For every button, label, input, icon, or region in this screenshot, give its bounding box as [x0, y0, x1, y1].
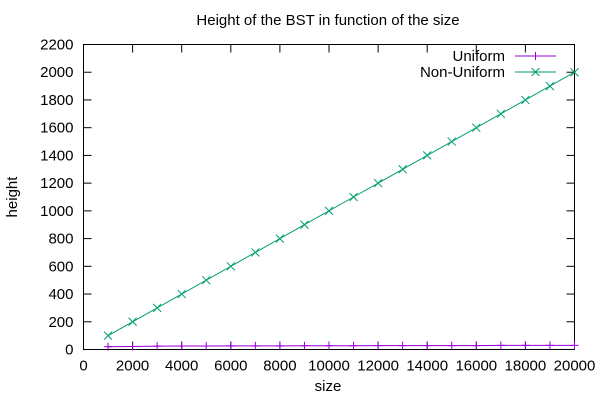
- data-point: [570, 67, 579, 77]
- x-tick-label: 0: [79, 358, 87, 375]
- data-point: [496, 341, 505, 350]
- x-tick-label: 10000: [308, 358, 350, 375]
- data-point: [128, 317, 137, 327]
- y-tick-label: 600: [48, 258, 73, 275]
- data-point: [177, 342, 186, 351]
- data-point: [422, 151, 432, 160]
- data-point: [275, 234, 285, 243]
- data-point: [275, 341, 284, 350]
- x-tick-label: 14000: [406, 358, 448, 375]
- data-point: [104, 342, 113, 351]
- data-point: [300, 220, 309, 230]
- data-point: [472, 341, 481, 350]
- data-point: [398, 341, 407, 350]
- series-line-uniform: [108, 344, 575, 348]
- chart-title: Height of the BST in function of the siz…: [196, 12, 459, 29]
- data-point: [374, 341, 383, 350]
- x-tick-label: 18000: [505, 358, 547, 375]
- x-axis-label: size: [315, 378, 342, 395]
- data-point: [521, 341, 530, 350]
- x-tick-label: 8000: [263, 358, 296, 375]
- y-tick-label: 2200: [40, 37, 73, 54]
- data-point: [447, 137, 457, 146]
- x-tick-label: 12000: [357, 358, 399, 375]
- x-tick-label: 4000: [165, 358, 198, 375]
- data-point: [398, 164, 408, 174]
- x-tick-label: 16000: [455, 358, 497, 375]
- data-point: [251, 341, 260, 350]
- data-point: [226, 341, 235, 350]
- legend-label: Uniform: [452, 48, 505, 65]
- y-tick-label: 0: [65, 342, 73, 359]
- legend-marker: [531, 52, 540, 60]
- y-tick-label: 800: [48, 231, 73, 248]
- y-axis-label: height: [4, 176, 21, 218]
- y-tick-label: 1200: [40, 175, 73, 192]
- data-point: [349, 192, 358, 202]
- data-point: [300, 341, 309, 350]
- series-line-non-uniform: [107, 71, 575, 337]
- data-point: [128, 342, 137, 351]
- data-point: [471, 123, 481, 133]
- y-tick-label: 1400: [40, 147, 73, 164]
- x-tick-label: 6000: [214, 358, 247, 375]
- data-point: [177, 289, 187, 299]
- data-point: [201, 275, 211, 285]
- data-point: [545, 341, 554, 350]
- data-point: [545, 81, 555, 91]
- data-point: [152, 303, 162, 313]
- legend-marker: [531, 67, 540, 77]
- data-point: [202, 342, 211, 351]
- data-point: [521, 95, 530, 105]
- y-tick-label: 1800: [40, 92, 73, 109]
- y-tick-label: 2000: [40, 64, 73, 81]
- data-point: [349, 341, 358, 350]
- x-tick-label: 20000: [554, 358, 596, 375]
- data-point: [373, 178, 383, 188]
- data-point: [324, 206, 334, 216]
- data-point: [250, 248, 260, 257]
- data-point: [325, 341, 333, 350]
- plot-border: [83, 44, 575, 350]
- data-point: [496, 109, 506, 119]
- legend-label: Non-Uniform: [420, 64, 505, 81]
- y-tick-label: 1000: [40, 203, 73, 220]
- data-point: [447, 341, 456, 350]
- y-tick-label: 1600: [40, 120, 73, 137]
- y-tick-label: 200: [48, 314, 73, 331]
- data-point: [153, 342, 162, 351]
- x-tick-label: 2000: [116, 358, 149, 375]
- data-point: [103, 331, 113, 340]
- y-tick-label: 400: [48, 286, 73, 303]
- data-point: [423, 341, 432, 350]
- data-point: [570, 341, 579, 350]
- data-point: [226, 261, 236, 271]
